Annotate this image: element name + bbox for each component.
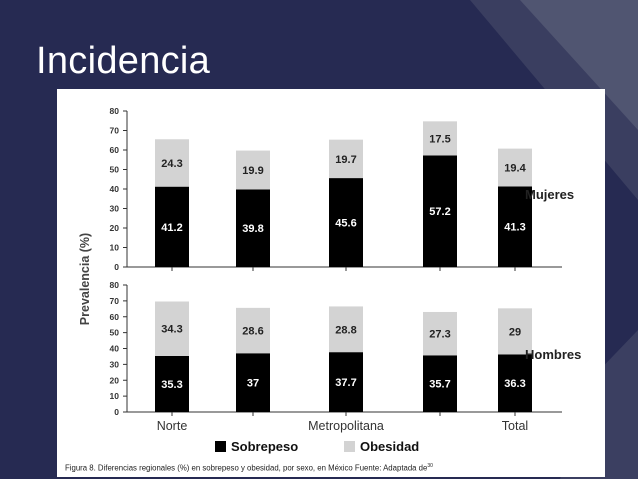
data-label-obesidad: 17.5 <box>429 133 450 145</box>
bar-sobrepeso <box>423 155 457 267</box>
bar-sobrepeso <box>423 355 457 412</box>
data-label-sobrepeso: 36.3 <box>504 378 525 390</box>
data-label-obesidad: 34.3 <box>161 324 182 336</box>
y-tick-label: 0 <box>114 262 119 272</box>
data-label-sobrepeso: 35.3 <box>161 379 182 391</box>
x-category-label: Metropolitana <box>308 419 384 433</box>
bar-sobrepeso <box>155 355 189 412</box>
data-label-sobrepeso: 37.7 <box>335 377 356 389</box>
data-label-obesidad: 19.9 <box>242 165 263 177</box>
data-label-sobrepeso: 39.8 <box>242 223 263 235</box>
slide-title: Incidencia <box>36 40 211 82</box>
y-tick-label: 70 <box>110 126 120 136</box>
bar-sobrepeso <box>498 354 532 412</box>
y-tick-label: 50 <box>110 328 120 338</box>
bar-sobrepeso <box>498 186 532 267</box>
data-label-sobrepeso: 45.6 <box>335 218 356 230</box>
bar-obesidad <box>329 139 363 179</box>
figure-panel: 0 10 20 30 40 50 60 70 80 41.2 24.3 39.8 19.9 45.6 19.… <box>57 89 605 477</box>
y-tick-label: 60 <box>110 312 120 322</box>
bar-obesidad <box>236 150 270 190</box>
y-tick-label: 10 <box>110 243 120 253</box>
figure-caption-ref: 30 <box>427 463 433 470</box>
y-tick-label: 40 <box>110 344 120 354</box>
bar-sobrepeso <box>236 353 270 412</box>
bar-obesidad <box>423 311 457 356</box>
data-label-sobrepeso: 57.2 <box>429 206 450 218</box>
data-label-obesidad: 28.8 <box>335 324 356 336</box>
legend-swatch-obesidad <box>344 441 355 452</box>
y-tick-label: 70 <box>110 296 120 306</box>
y-tick-label: 30 <box>110 204 120 214</box>
bar-obesidad <box>329 306 363 353</box>
bar-sobrepeso <box>329 178 363 267</box>
bar-obesidad <box>423 121 457 156</box>
y-tick-label: 80 <box>110 280 120 290</box>
data-label-obesidad: 19.7 <box>335 154 356 166</box>
y-tick-label: 30 <box>110 359 120 369</box>
y-tick-label: 0 <box>114 407 119 417</box>
bar-sobrepeso <box>155 186 189 267</box>
stacked-bar-chart: 0 10 20 30 40 50 60 70 80 41.2 24.3 39.8 19.9 45.6 19.… <box>78 106 581 454</box>
bar-sobrepeso <box>236 189 270 267</box>
panel-label-mujeres: Mujeres <box>525 187 574 202</box>
data-label-obesidad: 28.6 <box>242 326 263 338</box>
y-tick-label: 10 <box>110 391 120 401</box>
y-tick-label: 60 <box>110 145 120 155</box>
bar-obesidad <box>498 308 532 355</box>
y-axis-label: Prevalencia (%) <box>78 233 92 325</box>
x-category-label: Total <box>502 419 528 433</box>
bar-obesidad <box>155 139 189 187</box>
bar-sobrepeso <box>329 352 363 412</box>
legend-label-sobrepeso: Sobrepeso <box>231 439 298 454</box>
data-label-sobrepeso: 35.7 <box>429 379 450 391</box>
bar-obesidad <box>498 148 532 187</box>
data-label-obesidad: 24.3 <box>161 158 182 170</box>
legend-label-obesidad: Obesidad <box>360 439 419 454</box>
y-tick-label: 40 <box>110 184 120 194</box>
y-tick-label: 20 <box>110 375 120 385</box>
panel-label-hombres: Hombres <box>525 347 581 362</box>
bar-obesidad <box>155 301 189 356</box>
data-label-obesidad: 19.4 <box>504 163 526 175</box>
y-tick-label: 80 <box>110 106 120 116</box>
legend-swatch-sobrepeso <box>215 441 226 452</box>
data-label-obesidad: 27.3 <box>429 329 450 341</box>
data-label-sobrepeso: 37 <box>247 378 259 390</box>
y-tick-label: 20 <box>110 223 120 233</box>
y-tick-label: 50 <box>110 165 120 175</box>
data-label-sobrepeso: 41.3 <box>504 222 525 234</box>
data-label-sobrepeso: 41.2 <box>161 222 182 234</box>
bar-obesidad <box>236 307 270 354</box>
figure-caption-text: Figura 8. Diferencias regionales (%) en … <box>65 464 428 473</box>
x-category-label: Norte <box>157 419 188 433</box>
figure-caption: Figura 8. Diferencias regionales (%) en … <box>65 463 433 473</box>
data-label-obesidad: 29 <box>509 326 521 338</box>
